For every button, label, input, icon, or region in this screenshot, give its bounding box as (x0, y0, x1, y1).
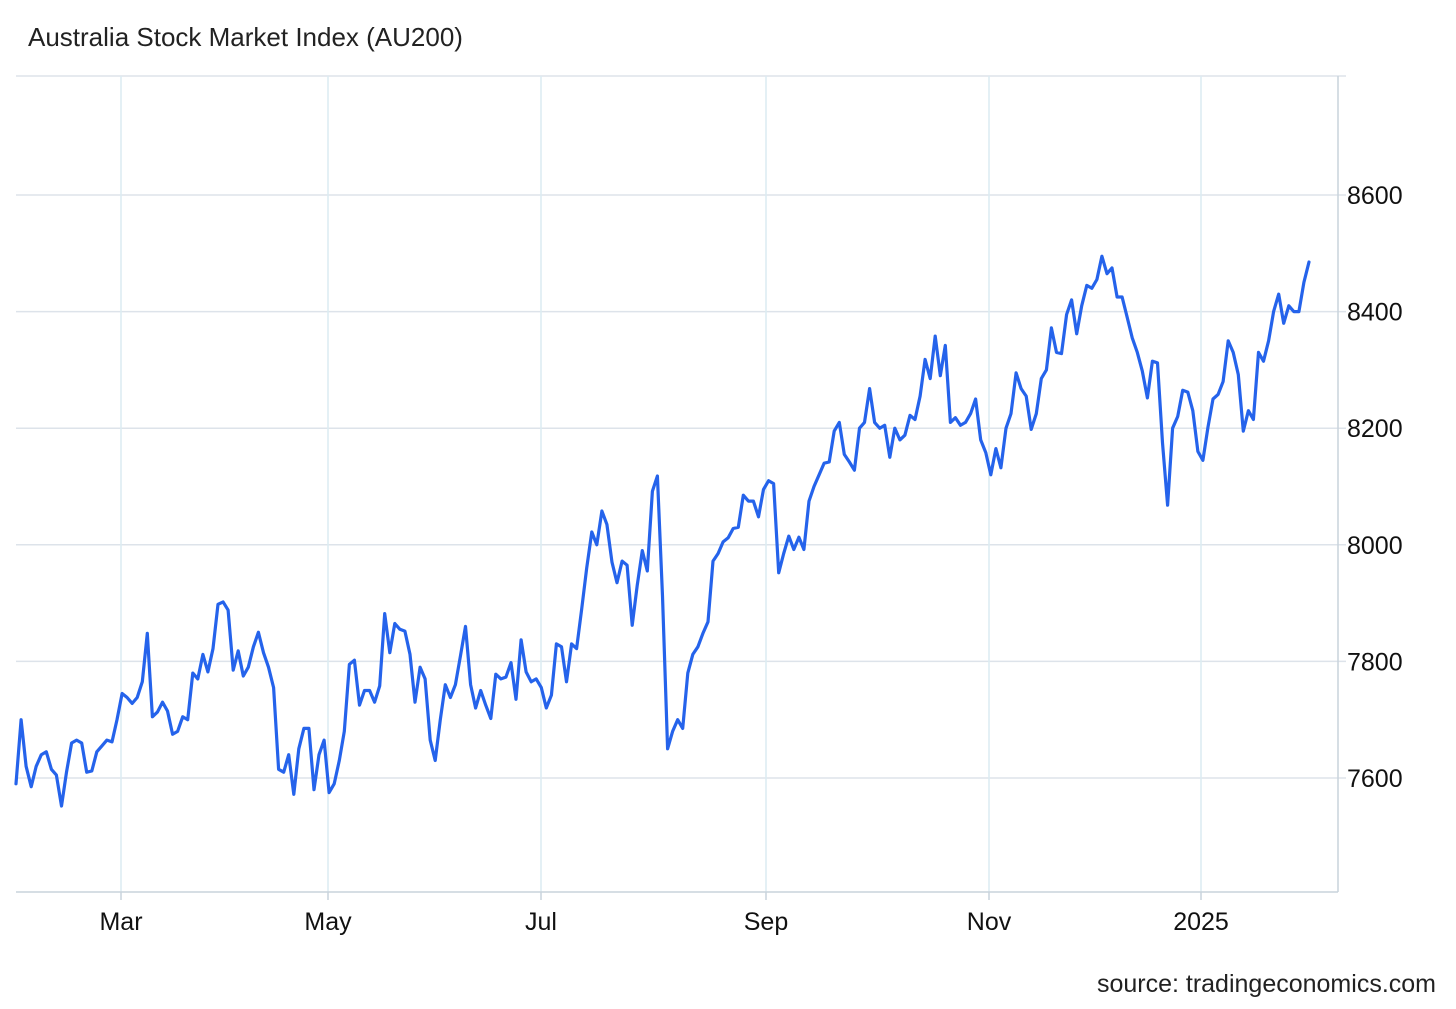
series-group (14, 254, 1311, 808)
y-tick-label: 7600 (1347, 765, 1403, 793)
grid-lines (16, 75, 1346, 892)
x-tick-label: Mar (99, 908, 142, 936)
x-tick-label: Sep (744, 908, 788, 936)
source-credit: source: tradingeconomics.com (1096, 970, 1436, 998)
y-tick-label: 8600 (1347, 182, 1403, 210)
x-tick-label: May (304, 908, 352, 936)
y-tick-label: 8200 (1347, 415, 1403, 443)
x-tick-label: Jul (525, 908, 557, 936)
x-tick-label: Nov (967, 908, 1012, 936)
y-tick-label: 7800 (1347, 648, 1403, 676)
y-tick-label: 8400 (1347, 299, 1403, 327)
x-tick-label: 2025 (1173, 908, 1229, 936)
chart-title: Australia Stock Market Index (AU200) (28, 22, 463, 52)
series-line (14, 254, 1311, 808)
axes (16, 76, 1339, 900)
tick-labels: 7600 7800 8000 8200 8400 8600 Mar May Jul Sep Nov 2… (99, 182, 1402, 936)
y-tick-label: 8000 (1347, 532, 1403, 560)
